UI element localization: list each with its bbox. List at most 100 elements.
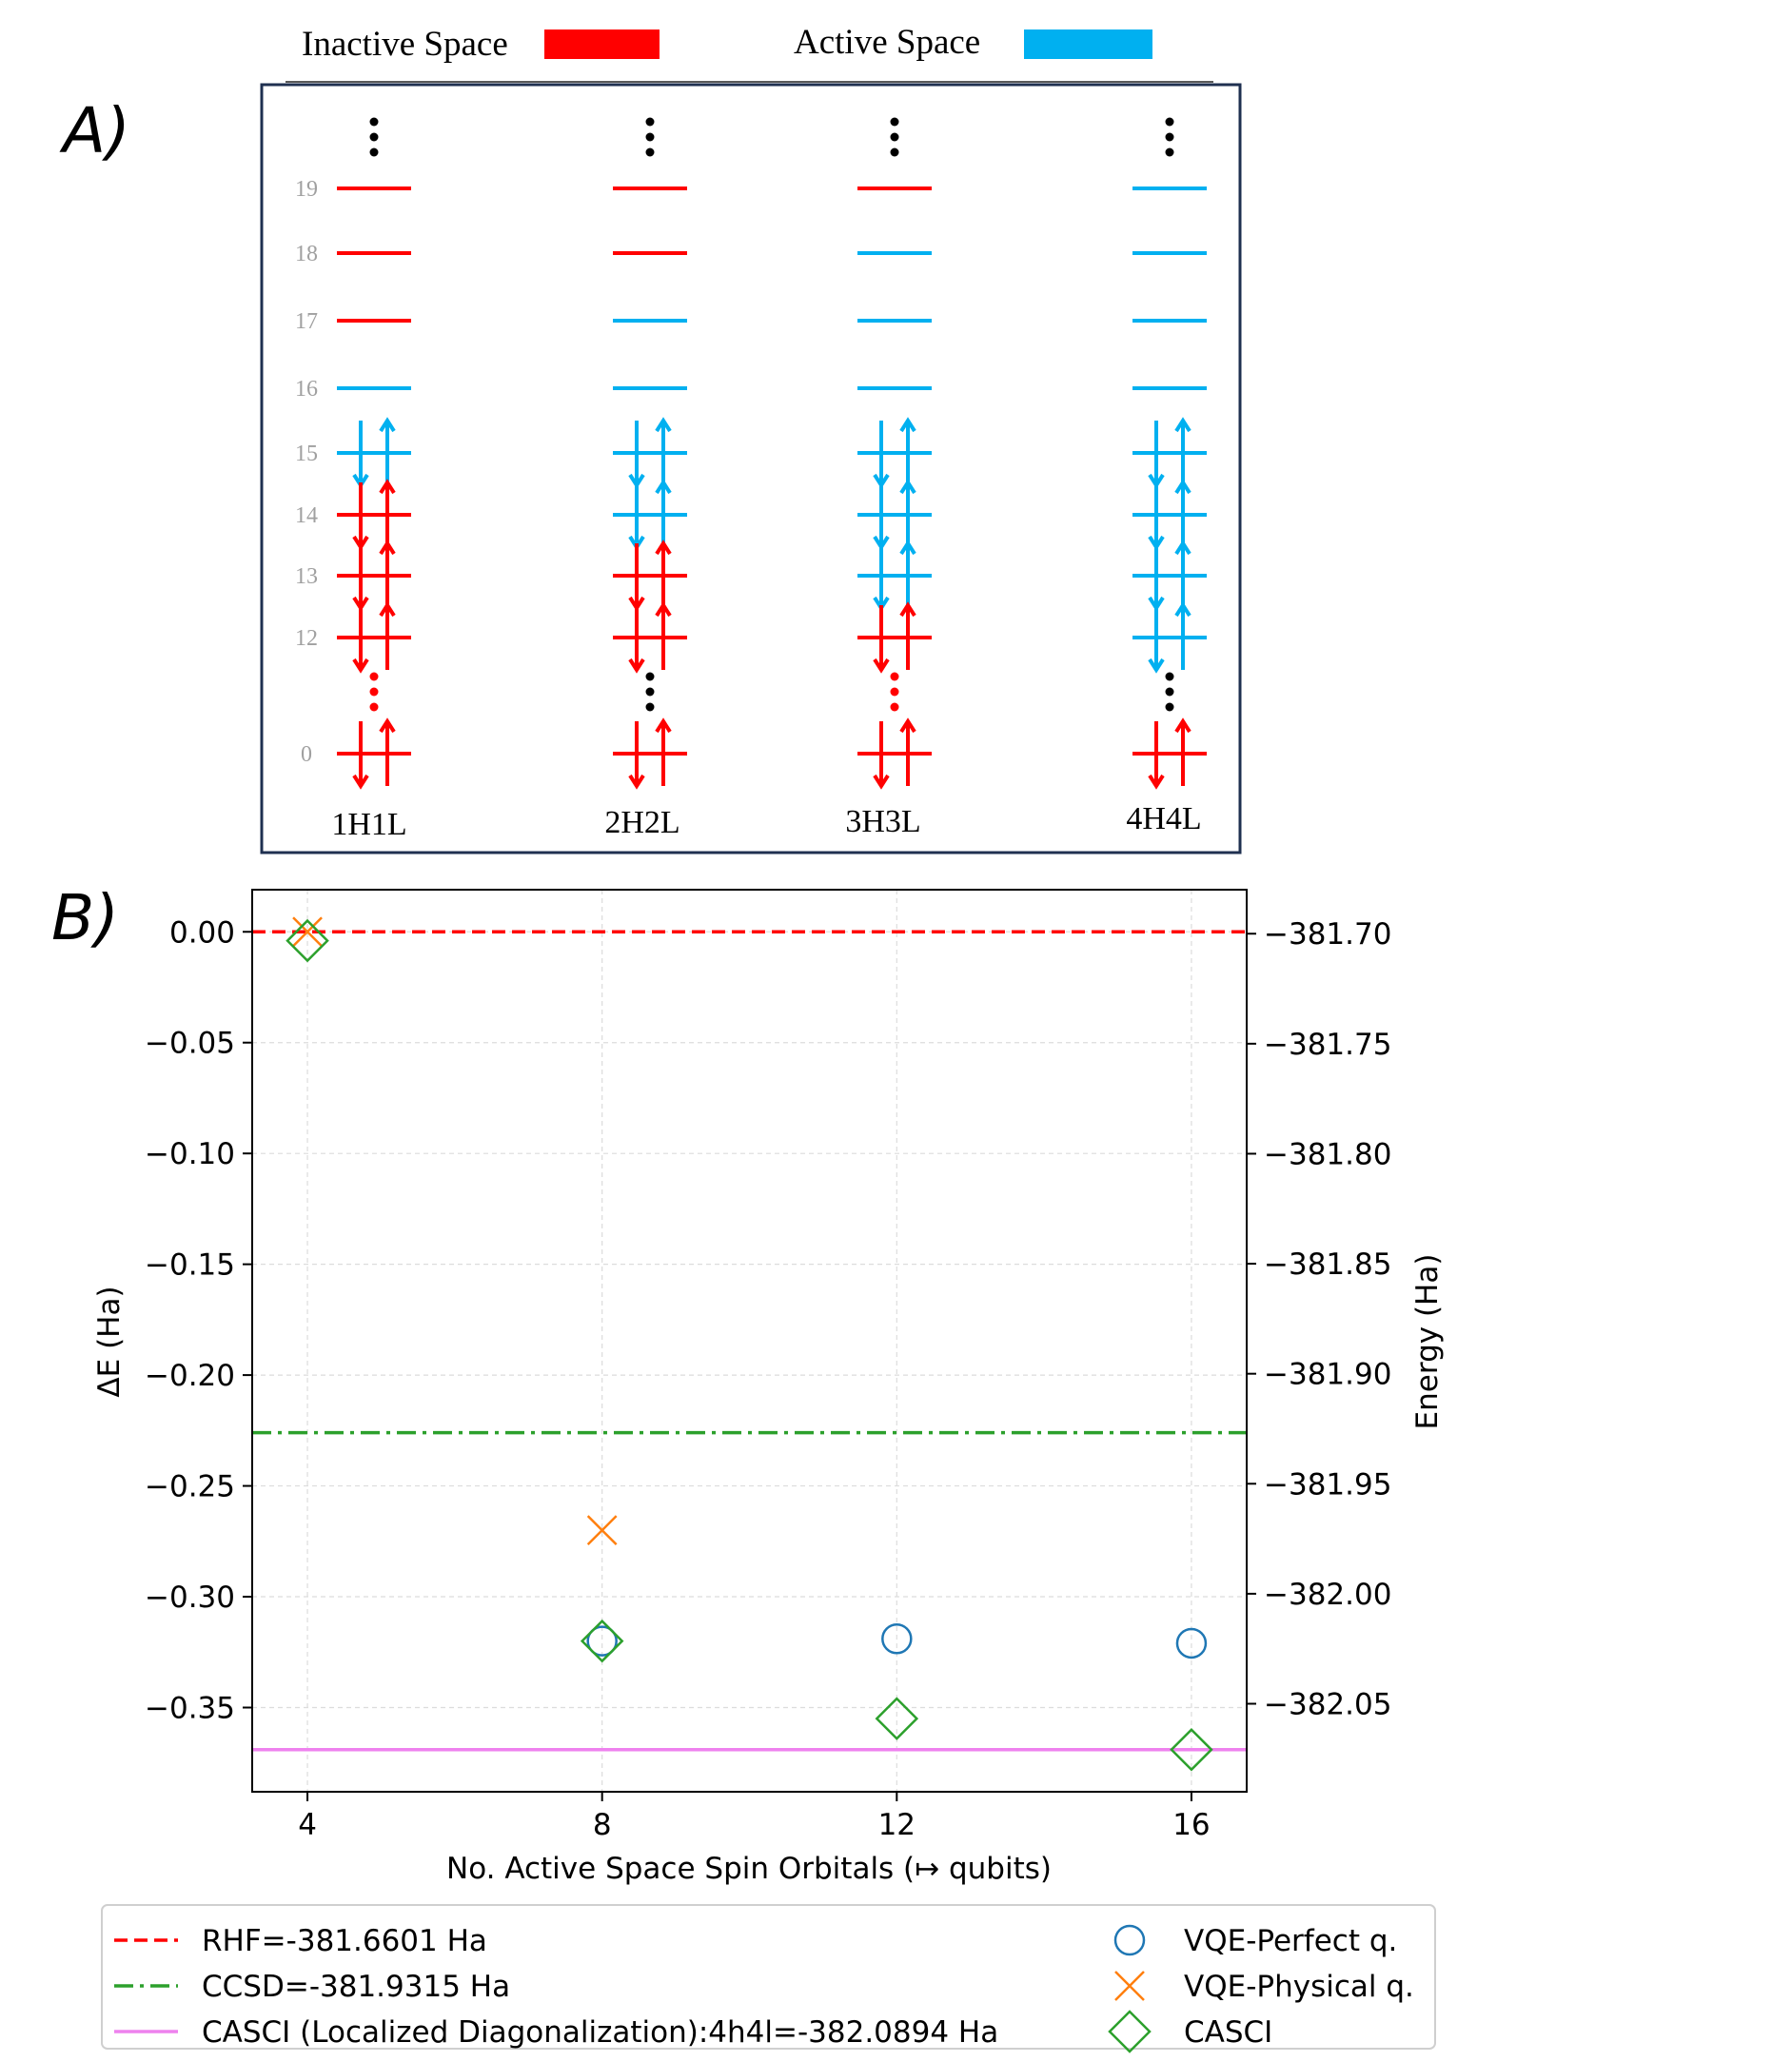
spin-up-arrow (655, 417, 672, 433)
y-tick-label: −0.20 (145, 1359, 235, 1393)
y-right-tick-label: −382.00 (1264, 1578, 1391, 1612)
legend-label: RHF=-381.6601 Ha (202, 1924, 487, 1958)
y-axis-label-left: ΔE (Ha) (92, 1286, 127, 1397)
ellipsis-dot (890, 672, 899, 681)
legend-circle-marker (1113, 1924, 1146, 1956)
spin-up-arrow (1174, 479, 1191, 495)
chart-grid (252, 890, 1247, 1792)
column-label-3h3l: 3H3L (845, 804, 920, 839)
spin-up-arrow (655, 479, 672, 495)
spin-down-arrow (873, 658, 890, 674)
ellipsis-dot (645, 132, 655, 142)
level-numbers: 19 18 17 16 15 14 13 12 0 (295, 177, 318, 767)
y-right-tick-label: −381.80 (1264, 1137, 1391, 1171)
spin-down-arrow (628, 774, 645, 790)
x-tick-label: 4 (298, 1808, 317, 1842)
column-label-2h2l: 2H2L (604, 805, 679, 840)
spin-up-arrow (1174, 417, 1191, 433)
ellipsis-dot (645, 147, 655, 157)
spin-up-arrow (899, 601, 916, 618)
ellipsis-dot (890, 702, 899, 712)
ellipsis-dot (369, 672, 379, 681)
y-axis-label-right: Energy (Ha) (1410, 1254, 1445, 1430)
legend-x-marker (1114, 1971, 1145, 2001)
circle-marker (586, 1625, 618, 1657)
x-marker (586, 1515, 618, 1546)
diamond-marker (286, 918, 329, 963)
ellipsis-dot (1165, 147, 1174, 157)
spin-up-arrow (899, 540, 916, 556)
ellipsis-dot (645, 672, 655, 681)
legend-label: CCSD=-381.9315 Ha (202, 1970, 510, 2004)
spin-up-arrow (655, 540, 672, 556)
y-tick-label: −0.15 (145, 1248, 235, 1283)
spin-up-arrow (1174, 540, 1191, 556)
spin-up-arrow (379, 717, 396, 734)
y-tick-label: −0.25 (145, 1470, 235, 1504)
spin-down-arrow (1148, 658, 1165, 674)
spin-down-arrow (1148, 774, 1165, 790)
chart-legend-box (101, 1904, 1436, 2050)
ellipsis-dot (1165, 687, 1174, 697)
legend-label: CASCI (Localized Diagonalization):4h4l=-… (202, 2015, 998, 2050)
legend-diamond-marker (1108, 2010, 1152, 2053)
y-tick-label: −0.35 (145, 1691, 235, 1725)
y-right-tick-label: −381.90 (1264, 1358, 1391, 1392)
y-tick-label: −0.05 (145, 1027, 235, 1061)
data-markers (286, 916, 1213, 1772)
legend-label: CASCI (1184, 2015, 1272, 2050)
spin-up-arrow (379, 479, 396, 495)
spin-up-arrow (655, 601, 672, 618)
y-tick-label: −0.30 (145, 1581, 235, 1615)
level-number: 18 (295, 242, 318, 266)
level-number: 0 (301, 742, 312, 767)
diamond-marker (875, 1697, 919, 1740)
y-right-tick-label: −381.85 (1264, 1247, 1391, 1282)
spin-down-arrow (628, 658, 645, 674)
level-number: 15 (295, 442, 318, 466)
diamond-marker (1170, 1727, 1213, 1772)
ellipsis-dot (1165, 132, 1174, 142)
circle-marker (881, 1623, 913, 1655)
level-number: 16 (295, 377, 318, 402)
inactive-space-legend-label: Inactive Space (302, 25, 508, 64)
spin-up-arrow (379, 601, 396, 618)
x-tick-label: 12 (878, 1808, 916, 1842)
level-number: 14 (295, 503, 318, 528)
y-right-tick-label: −382.05 (1264, 1688, 1391, 1722)
spin-up-arrow (655, 717, 672, 734)
ellipsis-dot (369, 147, 379, 157)
y-right-tick-label: −381.70 (1264, 917, 1391, 952)
active-space-legend-label: Active Space (794, 23, 980, 62)
y-right-tick-label: −381.75 (1264, 1028, 1391, 1062)
x-axis-label: No. Active Space Spin Orbitals (↦ qubits… (446, 1852, 1052, 1886)
x-tick-label: 16 (1172, 1808, 1210, 1842)
level-number: 13 (295, 564, 318, 589)
column-label-4h4l: 4H4L (1126, 801, 1201, 836)
spin-up-arrow (899, 479, 916, 495)
panel-b-letter: B) (51, 881, 119, 954)
y-tick-label: −0.10 (145, 1137, 235, 1171)
spin-up-arrow (379, 540, 396, 556)
ellipsis-dot (645, 702, 655, 712)
y-right-tick-label: −381.95 (1264, 1467, 1391, 1502)
chart-legend-entries: RHF=-381.6601 Ha CCSD=-381.9315 Ha CASCI (… (114, 1924, 1414, 2053)
inactive-space-legend-swatch (544, 29, 660, 59)
spin-up-arrow (899, 417, 916, 433)
x-tick-label: 8 (593, 1808, 612, 1842)
level-number: 19 (295, 177, 318, 202)
ellipsis-dot (369, 117, 379, 127)
spin-down-arrow (873, 774, 890, 790)
ellipsis-dot (890, 117, 899, 127)
x-axis-ticks: 4 8 12 16 (298, 1792, 1211, 1842)
orbital-levels (337, 117, 1207, 790)
ellipsis-dot (645, 687, 655, 697)
ellipsis-dot (369, 702, 379, 712)
ellipsis-dot (369, 132, 379, 142)
ellipsis-dot (890, 687, 899, 697)
diamond-marker (580, 1619, 624, 1663)
spin-up-arrow (899, 717, 916, 734)
panel-a-letter: A) (59, 94, 130, 167)
spin-down-arrow (352, 774, 369, 790)
y-axis-ticks-left: 0.00 −0.05 −0.10 −0.15 −0.20 −0.25 −0.30 −0.35 (145, 915, 252, 1725)
